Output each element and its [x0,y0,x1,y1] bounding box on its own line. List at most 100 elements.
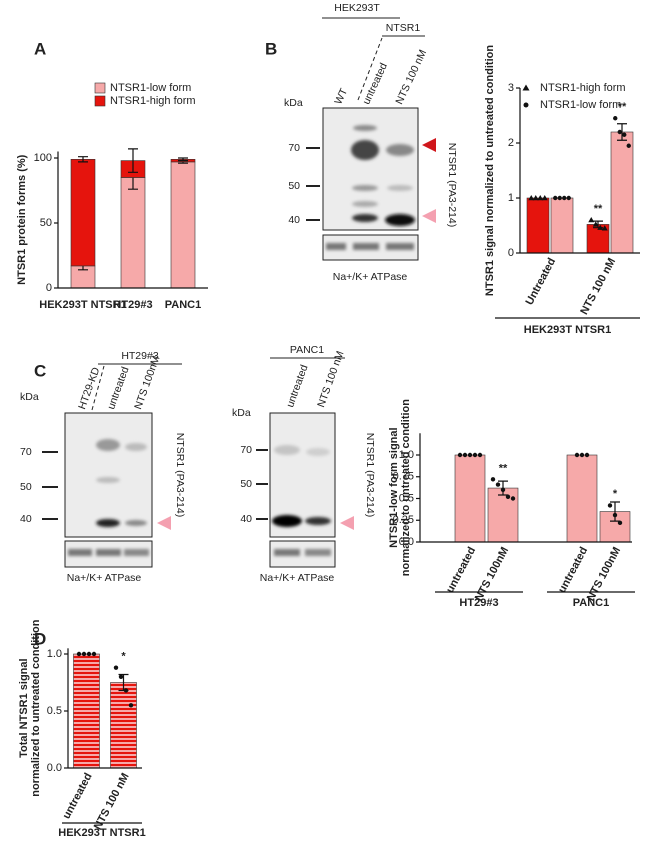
y-axis-label: Total NTSR1 signal [18,658,30,757]
lane-label: NTS 100nM [132,354,162,411]
x-tick-label: untreated [61,771,95,821]
data-point [462,452,468,458]
antibody-label: NTSR1 (PA3-214) [446,143,458,227]
data-point [472,452,478,458]
data-point [118,674,124,679]
x-tick-label: HT29#3 [113,299,152,311]
significance: ** [499,462,508,474]
y-tick-label: 1 [508,192,514,204]
panel-label: B [265,39,277,58]
x-tick-label: NTS 100nM [473,545,511,603]
data-point [613,116,618,121]
data-point [597,224,604,230]
lane-label: WT [332,86,350,106]
data-point [500,487,506,492]
marker-label: 50 [240,478,252,490]
data-point [607,503,613,508]
bar [110,682,137,769]
legend-marker [522,84,530,91]
data-point [622,132,627,137]
data-point [574,452,580,458]
bar [550,197,574,254]
data-point [76,651,82,657]
bar [487,487,519,543]
marker-label: 40 [288,214,300,226]
data-point [528,195,535,201]
bar [170,161,196,289]
construct: NTSR1 [386,22,421,34]
y-tick-label: 0.0 [47,762,62,774]
data-point [566,195,571,201]
bar [73,653,100,769]
legend-swatch [94,95,106,107]
bands [272,445,331,527]
marker-label: 70 [20,446,32,458]
bands [96,439,147,527]
data-point [612,512,618,518]
x-tick-label: NTS 100 nM [578,256,618,317]
bar [70,159,96,267]
data-point [505,494,511,499]
data-point [617,520,623,526]
antibody-label: NTSR1 (PA3-214) [364,433,376,517]
y-tick-label: 3 [508,82,514,94]
marker-label: 40 [240,513,252,525]
data-point [467,452,473,458]
y-tick-label: 0.25 [393,514,414,526]
marker-label: 40 [20,513,32,525]
y-tick-label: 0.5 [399,492,414,504]
x-tick-label: untreated [556,545,590,595]
data-point [601,225,608,231]
data-point [490,477,496,482]
data-point [553,195,558,201]
legend-marker [523,102,529,108]
data-point [81,651,87,657]
loading-label: Na+/K+ ATPase [67,572,142,584]
kda-label: kDa [20,391,39,403]
error-bar [178,157,188,162]
data-point [113,665,119,670]
group-label: HEK293T NTSR1 [524,324,611,336]
lane-label: untreated [284,363,311,409]
x-tick-label: NTS 100nM [585,545,623,603]
data-point [86,651,92,657]
data-point [541,195,548,201]
loading-bands [274,549,331,556]
lane-label: untreated [105,365,132,411]
kda-label: kDa [232,407,251,419]
bar [610,131,634,254]
loading-label: Na+/K+ ATPase [333,271,408,283]
marker-label: 70 [240,444,252,456]
bar [454,454,486,543]
data-point [617,129,622,135]
y-axis-label: NTSR1 protein forms (%) [16,154,28,285]
y-axis-label: normalized to untreated condition [400,399,412,577]
error-bar [78,156,88,163]
lane-label: NTS 100 nM [393,48,429,107]
bar [566,454,598,543]
marker-label: 50 [20,481,32,493]
bar [526,197,550,254]
cell-line: PANC1 [290,344,324,356]
panel-label: D [34,629,46,648]
lane-label: HT29-KD [76,365,102,411]
data-point [584,452,590,458]
blot [64,412,153,538]
error-bar [610,501,620,522]
data-point [592,221,599,227]
data-point [562,195,567,201]
y-axis-label: normalized to untreated condition [30,619,42,797]
marker-label: 50 [288,180,300,192]
divider [91,365,105,411]
blot-c1: HT29#3 HT29-KD untreated NTS 100nM kDa 7… [20,350,186,584]
significance: ** [594,203,603,215]
y-tick-label: 0.0 [399,536,414,548]
data-point [128,703,134,708]
legend-swatch [94,82,106,94]
x-tick-label: HEK293T NTSR1 [39,299,126,311]
cell-line: HT29#3 [121,350,159,362]
x-tick-label: PANC1 [165,299,201,311]
loading-bands [68,549,149,556]
y-axis-label: NTSR1-low form signal [388,427,400,547]
